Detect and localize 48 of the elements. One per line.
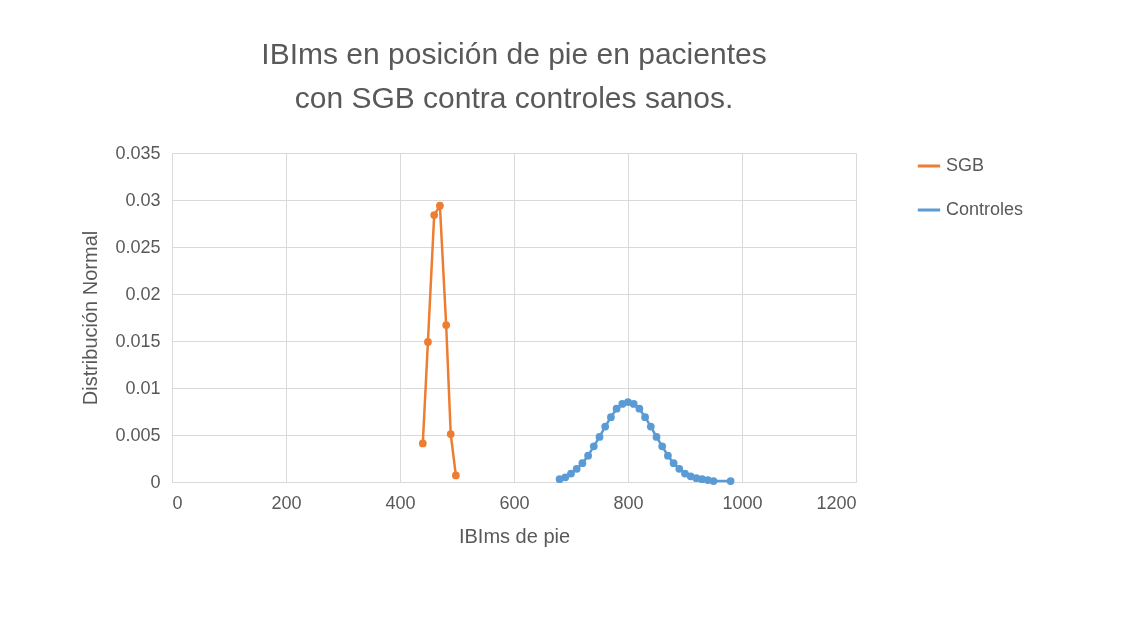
x-tick-label: 1200 <box>816 492 857 513</box>
x-axis-title: IBIms de pie <box>458 524 571 547</box>
x-tick-label: 400 <box>385 492 416 513</box>
y-tick-label: 0 <box>150 471 161 492</box>
x-tick-label: 600 <box>499 492 530 513</box>
point <box>675 464 684 473</box>
legend-label: Controles <box>946 199 1024 219</box>
point <box>726 477 735 485</box>
legend-label: SGB <box>946 155 985 175</box>
y-tick-label: 0.03 <box>125 189 161 210</box>
point <box>446 430 455 438</box>
y-tick-label: 0.025 <box>115 236 161 257</box>
point <box>601 422 610 431</box>
point <box>418 439 427 448</box>
x-tick-label: 800 <box>613 492 644 513</box>
point <box>595 433 604 441</box>
point <box>658 442 667 451</box>
point <box>612 404 621 413</box>
x-tick-label: 200 <box>271 492 302 513</box>
point <box>669 459 678 468</box>
point <box>442 321 451 329</box>
point <box>436 201 444 210</box>
x-tick-label: 0 <box>172 492 183 513</box>
point <box>584 451 592 460</box>
point <box>629 400 638 408</box>
point <box>578 459 587 468</box>
y-tick-label: 0.02 <box>125 283 161 304</box>
point <box>607 413 615 422</box>
point <box>709 477 718 485</box>
point <box>567 469 575 478</box>
point <box>451 471 460 480</box>
point <box>635 404 644 413</box>
y-axis-title: Distribución Normal <box>79 230 102 406</box>
y-tick-label: 0.035 <box>115 142 161 163</box>
x-tick-label: 1000 <box>722 492 763 513</box>
point <box>641 413 649 422</box>
y-tick-label: 0.005 <box>115 424 161 445</box>
chart-title: IBIms en posición de pie en pacientes con SGB contra controles sanos. <box>261 37 767 114</box>
point <box>572 464 581 473</box>
point <box>430 211 439 219</box>
point <box>652 433 661 441</box>
point <box>646 422 655 431</box>
point <box>424 338 432 346</box>
point <box>561 473 570 482</box>
y-tick-label: 0.015 <box>115 330 161 351</box>
y-tick-label: 0.01 <box>125 377 161 398</box>
point <box>664 451 672 460</box>
point <box>589 442 598 451</box>
